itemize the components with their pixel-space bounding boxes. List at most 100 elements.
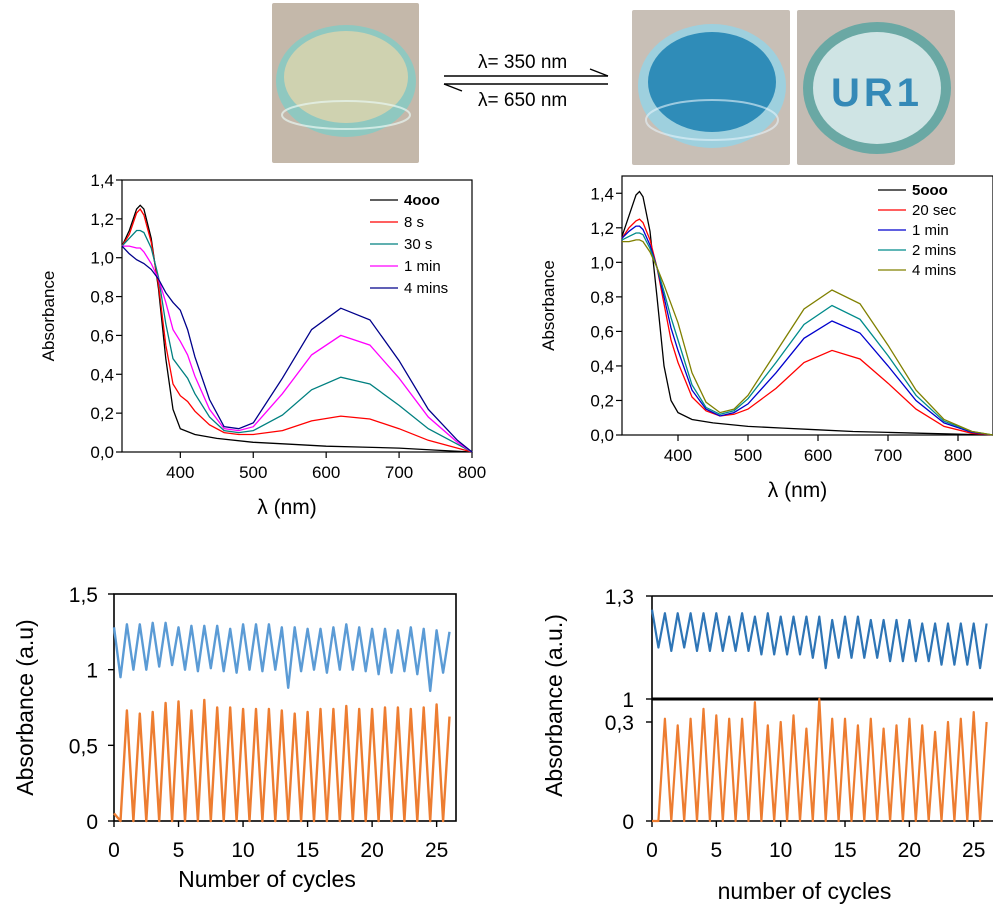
y-tick-label: 0,6 bbox=[90, 326, 114, 345]
spectrum-chart-1: 400 500 600 700 800 0,0 0,2 0,4 0,6 0,8 1,0 1,2 1,4 λ… bbox=[39, 171, 486, 519]
y-tick-label: 1 bbox=[86, 660, 98, 683]
x-axis-label: number of cycles bbox=[718, 878, 892, 904]
y-tick-label: 0,4 bbox=[90, 365, 114, 384]
x-tick-label: 500 bbox=[734, 446, 762, 465]
y-tick-label: 0,0 bbox=[90, 443, 114, 462]
legend-label: 5ooo bbox=[912, 182, 948, 199]
series-line bbox=[650, 609, 988, 670]
x-tick-label: 10 bbox=[231, 839, 254, 862]
legend-label: 8 s bbox=[404, 214, 424, 231]
y-tick-label: 1,4 bbox=[90, 171, 114, 190]
x-tick-label: 600 bbox=[312, 463, 340, 482]
x-tick-label: 10 bbox=[769, 839, 792, 862]
series-line bbox=[621, 218, 993, 436]
y-tick-label: 0 bbox=[622, 811, 634, 834]
series-line bbox=[121, 208, 473, 453]
x-tick-label: 400 bbox=[166, 463, 194, 482]
series-line bbox=[622, 239, 993, 436]
x-axis-label: λ (nm) bbox=[768, 479, 828, 502]
x-tick-label: 700 bbox=[385, 463, 413, 482]
plot-frame bbox=[113, 593, 457, 822]
forward-wavelength-label: λ= 350 nm bbox=[478, 52, 567, 73]
backward-arrow-head bbox=[443, 83, 463, 92]
y-tick-label: 0 bbox=[86, 811, 98, 834]
forward-arrow-head bbox=[589, 68, 609, 77]
series-line bbox=[121, 245, 473, 453]
backward-wavelength-label: λ= 650 nm bbox=[478, 90, 567, 111]
y-axis-label: Absorbance (a.u.) bbox=[541, 614, 567, 797]
legend-label: 2 mins bbox=[912, 242, 956, 259]
series-line bbox=[621, 225, 993, 436]
series-line bbox=[112, 621, 451, 693]
y-tick-label: 0,6 bbox=[590, 322, 614, 341]
x-tick-label: 15 bbox=[833, 839, 856, 862]
x-tick-label: 5 bbox=[173, 839, 185, 862]
y-tick-label: 1,2 bbox=[590, 219, 614, 238]
x-tick-label: 500 bbox=[239, 463, 267, 482]
legend-label: 1 min bbox=[404, 258, 441, 275]
x-tick-label: 0 bbox=[646, 839, 658, 862]
plot-frame bbox=[121, 179, 473, 453]
y-tick-label: 0,8 bbox=[90, 288, 114, 307]
x-tick-label: 5 bbox=[710, 839, 722, 862]
x-tick-label: 800 bbox=[458, 463, 486, 482]
pattern-text: UR1 bbox=[831, 71, 923, 115]
x-tick-label: 700 bbox=[874, 446, 902, 465]
legend-label: 20 sec bbox=[912, 202, 957, 219]
x-tick-label: 20 bbox=[360, 839, 383, 862]
y-tick-label: 0,3 bbox=[605, 712, 634, 735]
cycling-chart-1: 0 0,5 1 1,5 0 5 10 15 20 25 Number of cycles Absorb… bbox=[12, 584, 457, 892]
y-tick-label: 0,4 bbox=[590, 357, 614, 376]
y-axis-label: Absorbance bbox=[39, 271, 58, 362]
y-tick-label: 0,5 bbox=[69, 735, 98, 758]
series-line bbox=[621, 190, 993, 436]
y-tick-label: 1,3 bbox=[605, 586, 634, 609]
x-tick-label: 400 bbox=[664, 446, 692, 465]
series-line bbox=[121, 204, 473, 453]
series-line bbox=[621, 232, 993, 436]
x-tick-label: 600 bbox=[804, 446, 832, 465]
y-tick-label: 1,5 bbox=[69, 584, 98, 607]
y-tick-label: 0,0 bbox=[590, 426, 614, 445]
series-line bbox=[121, 229, 473, 453]
photo-colorless-dish bbox=[272, 3, 419, 163]
x-tick-label: 800 bbox=[944, 446, 972, 465]
legend-label: 4ooo bbox=[404, 192, 440, 209]
photo-blue-dish bbox=[632, 10, 790, 165]
x-tick-label: 15 bbox=[296, 839, 319, 862]
legend-label: 4 mins bbox=[912, 262, 956, 279]
x-axis-label: λ (nm) bbox=[257, 496, 317, 519]
cycling-chart-2: 0 0,31 1,3 0 5 10 15 20 25 number of cycles Absorb… bbox=[541, 586, 993, 904]
x-axis-label: Number of cycles bbox=[178, 866, 356, 892]
y-tick-label: 1,0 bbox=[590, 253, 614, 272]
spectrum-chart-2: 400 500 600 700 800 0,0 0,2 0,4 0,6 0,8 1,0 1,2 1,4 λ… bbox=[539, 175, 993, 502]
x-tick-label: 20 bbox=[898, 839, 921, 862]
x-tick-label: 25 bbox=[962, 839, 985, 862]
y-tick-label: 0,2 bbox=[90, 404, 114, 423]
dish-highlight bbox=[645, 99, 779, 141]
dish-liquid bbox=[648, 32, 776, 132]
y-tick-label: 0,8 bbox=[590, 288, 614, 307]
photoswitch-arrows: λ= 350 nm λ= 650 nm bbox=[438, 40, 614, 120]
y-axis-label: Absorbance bbox=[539, 260, 558, 351]
plot-frame bbox=[621, 175, 993, 436]
x-tick-label: 0 bbox=[108, 839, 120, 862]
series-line bbox=[652, 697, 988, 823]
y-tick-label: 1,0 bbox=[90, 249, 114, 268]
dish-liquid bbox=[284, 31, 408, 123]
y-axis-label: Absorbance (a.u) bbox=[12, 619, 38, 795]
legend-label: 30 s bbox=[404, 236, 432, 253]
dish-highlight bbox=[281, 100, 411, 130]
y-tick-label: 1 bbox=[622, 689, 634, 712]
photo-pattern-dish: UR1 bbox=[797, 10, 955, 165]
series-line bbox=[113, 698, 451, 823]
legend-label: 4 mins bbox=[404, 280, 448, 297]
legend-label: 1 min bbox=[912, 222, 949, 239]
dish-liquid bbox=[813, 32, 941, 144]
x-tick-label: 25 bbox=[425, 839, 448, 862]
y-tick-label: 1,2 bbox=[90, 210, 114, 229]
y-tick-label: 0,2 bbox=[590, 391, 614, 410]
series-line bbox=[122, 245, 473, 453]
y-tick-label: 1,4 bbox=[590, 184, 614, 203]
